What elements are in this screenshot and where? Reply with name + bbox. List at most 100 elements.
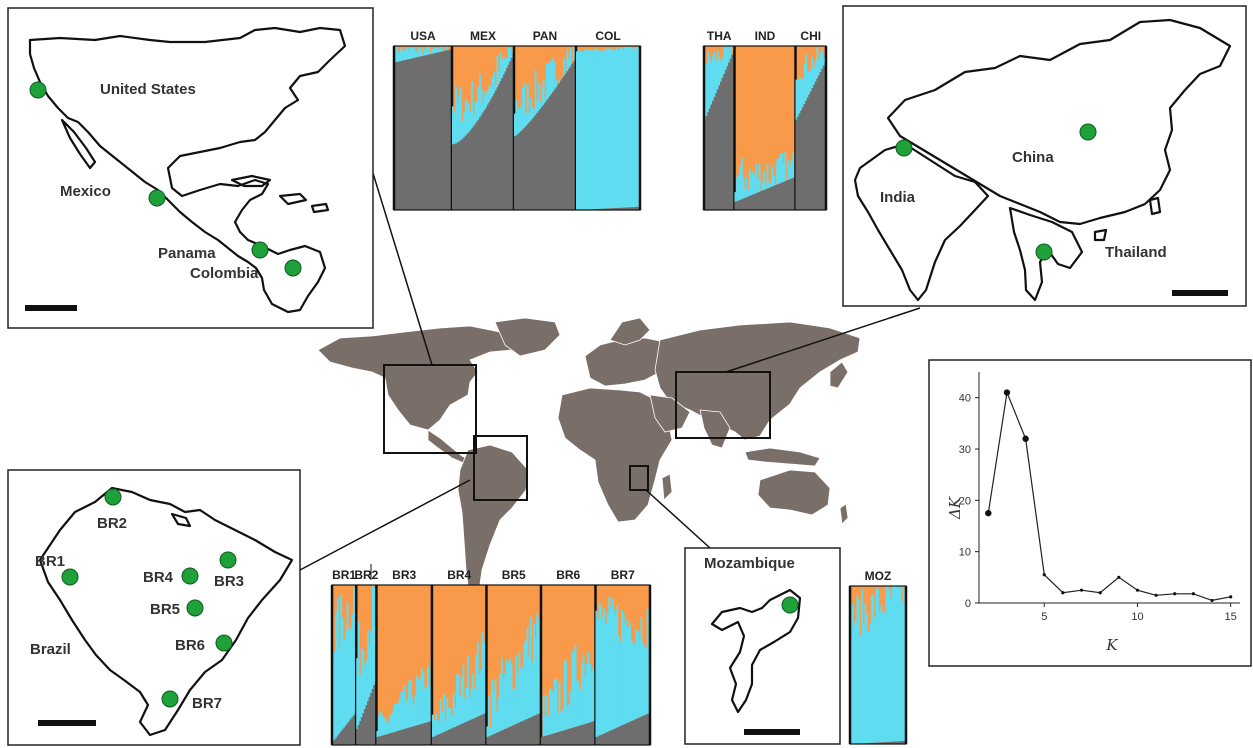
- structure-plot-americas: USA MEX PAN COL: [392, 29, 642, 211]
- structure-bar-cluster2: [524, 639, 527, 720]
- structure-bar-cluster2: [370, 632, 373, 693]
- structure-bar-cluster2: [545, 695, 548, 736]
- structure-bar-cluster1: [408, 727, 411, 745]
- structure-bar-cluster1: [715, 93, 718, 210]
- structure-bar-cluster2: [506, 57, 508, 69]
- structure-bar-cluster1: [483, 713, 486, 745]
- structure-bar-cluster2: [854, 619, 857, 744]
- greenland-landmass: [494, 317, 561, 357]
- structure-bar-cluster2: [362, 650, 365, 713]
- structure-bar-cluster2: [417, 679, 420, 725]
- structure-bar-cluster1: [534, 114, 537, 210]
- structure-bar-cluster2: [520, 105, 523, 132]
- structure-bar-cluster1: [705, 115, 708, 210]
- structure-bar-cluster2: [432, 46, 435, 54]
- structure-bar-cluster2: [493, 71, 496, 94]
- structure-bar-cluster2: [766, 163, 769, 189]
- structure-bar-cluster1: [411, 726, 414, 745]
- structure-bar-cluster2: [890, 597, 892, 742]
- structure-bar-cluster1: [500, 730, 503, 745]
- structure-bar-cluster2: [617, 49, 620, 208]
- structure-bar-cluster2: [708, 58, 711, 109]
- structure-bar-cluster2: [608, 48, 610, 209]
- structure-bar-cluster2: [758, 163, 761, 192]
- structure-bar-cluster2: [858, 599, 860, 744]
- structure-bar-cluster1: [556, 85, 559, 210]
- structure-bar-cluster2: [548, 61, 551, 97]
- structure-bar-cluster1: [448, 49, 451, 210]
- structure-bar-cluster1: [545, 100, 548, 210]
- structure-bar-cluster2: [360, 648, 363, 717]
- structure-bar-cluster2: [523, 83, 526, 128]
- structure-bar-cluster2: [526, 626, 529, 719]
- structure-bar-cluster1: [431, 737, 434, 745]
- structure-bar-cluster1: [721, 77, 724, 210]
- structure-bar-cluster2: [385, 723, 388, 735]
- structure-bar-cluster1: [346, 723, 349, 745]
- structure-bar-cluster2: [414, 51, 417, 58]
- structure-bar-cluster2: [403, 685, 406, 729]
- structure-bar-cluster2: [478, 674, 481, 716]
- structure-bar-cluster1: [475, 122, 478, 210]
- structure-bar-cluster1: [405, 59, 408, 210]
- structure-bar-cluster2: [534, 70, 537, 115]
- delta-k-point: [1079, 588, 1084, 592]
- structure-bar-cluster1: [393, 731, 396, 745]
- structure-bar-cluster2: [628, 46, 631, 208]
- structure-bar-cluster2: [745, 177, 748, 198]
- structure-bar-cluster1: [465, 721, 468, 745]
- structure-bar-cluster1: [624, 207, 626, 210]
- structure-bar-cluster2: [645, 648, 648, 715]
- structure-bar-cluster1: [526, 124, 529, 210]
- site-dot-panama: [251, 241, 269, 259]
- structure-bar-cluster2: [518, 108, 521, 133]
- structure-bar-cluster2: [590, 670, 593, 722]
- structure-bar-cluster1: [469, 130, 472, 210]
- structure-bar-cluster2: [335, 611, 338, 738]
- structure-bar-cluster2: [515, 655, 518, 724]
- structure-bar-cluster1: [419, 724, 422, 745]
- structure-bar-cluster2: [806, 71, 809, 98]
- structure-bar-cluster1: [617, 207, 620, 210]
- structure-bar-cluster1: [425, 722, 428, 745]
- delta-k-point: [1173, 592, 1177, 596]
- structure-plot-mozambique: MOZ: [848, 569, 908, 745]
- structure-bar-cluster1: [378, 736, 380, 745]
- structure-bar-cluster2: [357, 620, 360, 725]
- structure-bar-cluster2: [803, 63, 806, 104]
- structure-bar-cluster1: [819, 71, 822, 210]
- structure-bar-cluster2: [470, 688, 473, 720]
- structure-bar-cluster2: [401, 691, 404, 730]
- structure-bar-cluster2: [553, 678, 556, 734]
- structure-bar-cluster1: [748, 195, 751, 210]
- structure-bar-cluster2: [597, 618, 599, 737]
- structure-bar-cluster2: [630, 640, 633, 721]
- structure-bar-cluster2: [499, 673, 502, 732]
- structure-bar-cluster2: [633, 48, 636, 207]
- structure-bar-cluster1: [742, 198, 745, 210]
- structure-bar-cluster2: [862, 625, 865, 744]
- structure-bar-cluster1: [456, 142, 459, 210]
- structure-bar-cluster1: [587, 722, 590, 745]
- structure-bar-cluster2: [568, 703, 571, 729]
- madagascar-landmass: [661, 473, 673, 501]
- structure-bar-cluster1: [340, 731, 342, 745]
- structure-bar-cluster1: [368, 697, 371, 745]
- structure-bar-cluster1: [414, 57, 417, 210]
- delta-k-point: [1061, 591, 1065, 595]
- delta-k-series-line: [987, 390, 1231, 602]
- india-coastline: [853, 142, 990, 302]
- structure-bar-cluster2: [437, 48, 440, 53]
- structure-bar-cluster2: [878, 612, 881, 743]
- structure-bar-cluster2: [548, 688, 551, 735]
- structure-bar-cluster1: [606, 208, 609, 210]
- structure-bar-cluster1: [566, 71, 569, 210]
- structure-bar-cluster1: [737, 200, 740, 210]
- structure-bar-cluster1: [553, 733, 556, 745]
- structure-bar-cluster2: [761, 181, 764, 191]
- structure-bar-cluster1: [411, 58, 414, 210]
- structure-bar-cluster2: [627, 627, 630, 723]
- structure-bar-cluster2: [811, 57, 814, 88]
